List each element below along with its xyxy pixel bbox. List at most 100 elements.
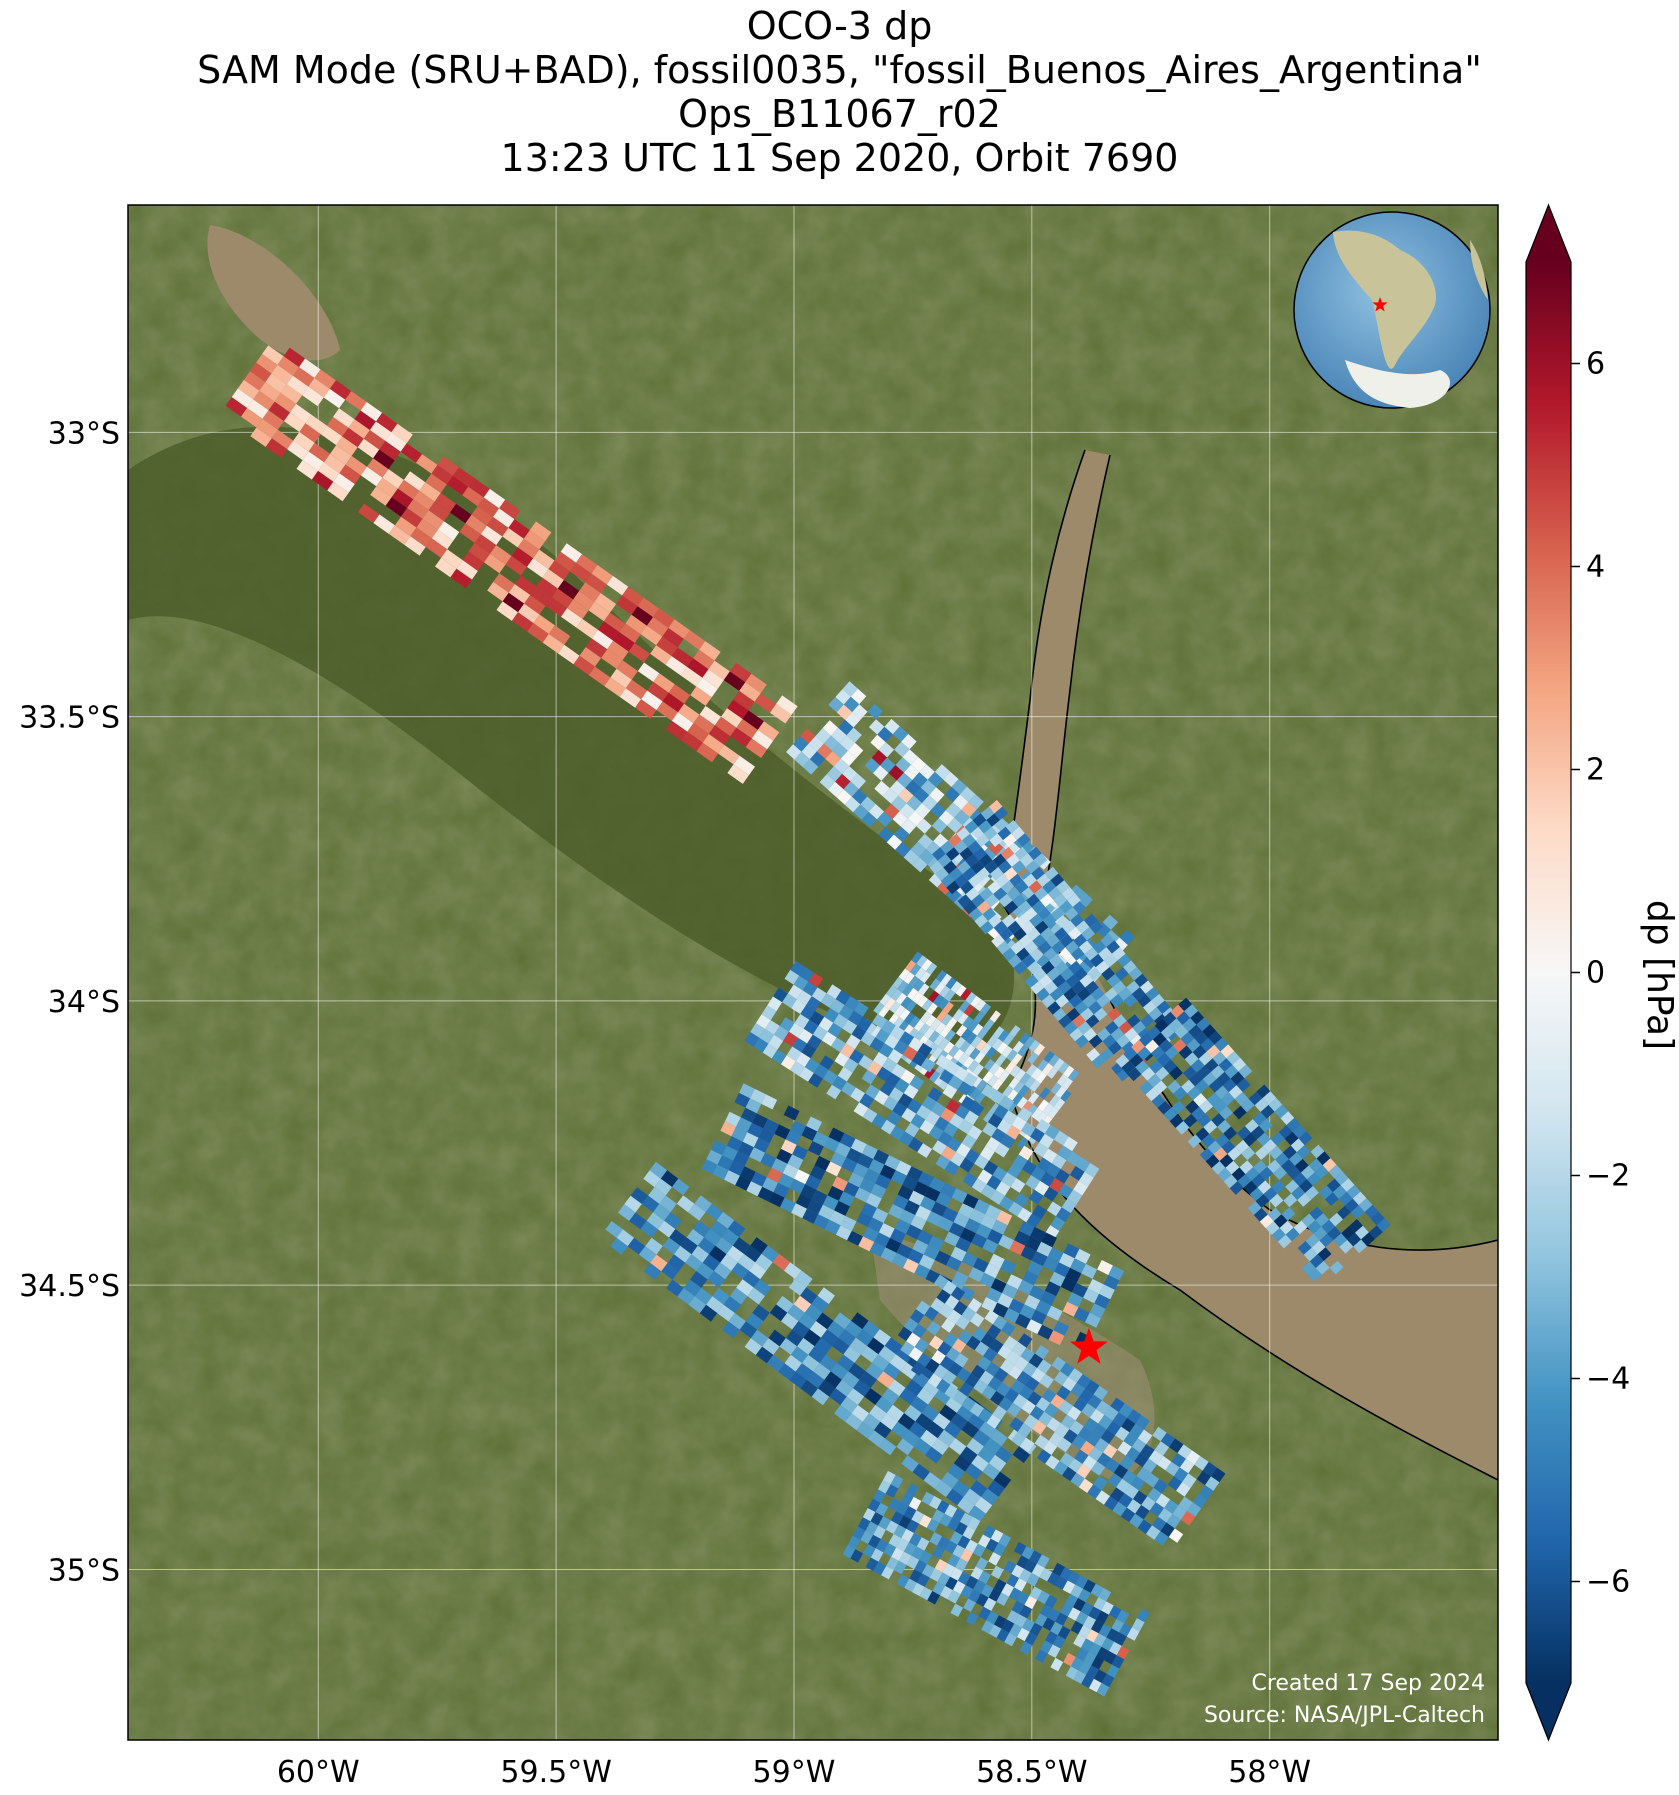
sounding-cell [425,538,448,558]
sounding-cell [988,914,1002,928]
sounding-cell [942,1084,958,1099]
sounding-cell [1027,961,1041,975]
sounding-cell [1334,1171,1349,1186]
sounding-cell [302,451,324,471]
sounding-cell [1134,973,1148,988]
sounding-cell [1022,1362,1038,1377]
sounding-cell [619,688,642,708]
sounding-cell [899,1387,917,1405]
sounding-cell [1353,1239,1368,1254]
sounding-cell [732,1237,751,1254]
sounding-cell [1250,1125,1265,1140]
sounding-cell [1147,1487,1162,1503]
sounding-cell [416,518,438,539]
sounding-cell [1093,1475,1108,1491]
sounding-cell [780,1139,797,1155]
sounding-cell [896,1538,909,1552]
sounding-cell [1063,987,1077,1002]
sounding-cell [985,894,999,908]
sounding-cell [1053,1058,1065,1071]
sounding-cell [1058,1252,1075,1268]
sounding-cell [662,692,685,713]
sounding-cell [1180,1511,1196,1526]
sounding-cell [265,373,287,393]
sounding-cell [382,469,404,489]
sounding-cell [1035,1397,1051,1412]
lon-tick-label: 59°W [753,1755,836,1790]
sounding-cell [869,1404,887,1422]
sounding-cell [1152,1032,1167,1047]
sounding-cell [726,1245,744,1263]
sounding-cell [1190,1011,1205,1025]
sounding-cell [842,681,858,697]
colorbar-tick-label: 2 [1586,753,1605,788]
sounding-cell [1232,1105,1247,1120]
title-line-3: Ops_B11067_r02 [678,92,1001,136]
sounding-cell [1006,1610,1020,1624]
sounding-cell [829,999,845,1014]
sounding-cell [751,1171,767,1187]
sounding-cell [681,731,703,752]
sounding-cell [1176,1482,1191,1497]
sounding-cell [292,367,315,387]
sounding-cell [918,983,930,996]
sounding-cell [983,1525,996,1539]
sounding-cell [1127,1067,1142,1082]
sounding-cell [723,671,746,691]
sounding-cell [799,966,815,982]
sounding-cell [1131,1039,1145,1054]
sounding-cell [945,847,960,861]
sounding-cell [995,873,1010,888]
sounding-cell [561,608,583,628]
sounding-cell [1086,1629,1099,1643]
sounding-cell [790,1346,809,1364]
colorbar-extend-top [1526,205,1571,262]
sounding-cell [829,1210,846,1226]
sounding-cell [1194,1456,1209,1471]
sounding-cell [937,1429,956,1447]
sounding-cell [1109,1641,1122,1656]
sounding-cell [926,1421,944,1439]
sounding-cell [999,1195,1014,1211]
sounding-cell [907,987,919,1001]
sounding-cell [839,1133,856,1148]
sounding-cell [1000,846,1015,861]
sounding-cell [807,1034,822,1050]
sounding-cell [1045,1455,1060,1470]
sounding-cell [1149,1060,1163,1074]
sounding-cell [1118,987,1132,1001]
sounding-cell [838,1191,855,1207]
sounding-cell [868,719,885,735]
sounding-cell [909,1015,921,1028]
sounding-cell [946,1017,958,1030]
sounding-cell [944,1029,956,1042]
sounding-cell [987,1074,999,1087]
sounding-cell [983,1058,996,1071]
sounding-cell [604,677,626,697]
sounding-cell [1009,1025,1021,1038]
sounding-cell [982,1071,994,1084]
sounding-cell [928,990,940,1003]
sounding-cell [883,1470,896,1485]
sounding-cell [499,499,521,520]
sounding-cell [802,981,818,997]
sounding-cell [956,1404,975,1422]
sounding-cell [1013,1081,1025,1094]
sounding-cell [926,962,938,975]
sounding-cell [910,1396,928,1414]
sounding-cell [816,1312,834,1330]
swath-7 [605,1161,1037,1523]
sounding-cell [1030,1067,1043,1080]
sounding-cell [818,1204,835,1220]
sounding-cell [998,1533,1012,1547]
sounding-cell [1137,1519,1152,1534]
sounding-cell [1019,1641,1033,1655]
sounding-cell [983,1018,995,1031]
sounding-cell [1036,987,1050,1002]
sounding-cell [1202,1024,1217,1039]
sounding-cell [873,1052,888,1067]
sounding-cell [925,1446,943,1464]
sounding-cell [1041,1388,1057,1403]
globe-south-america [1333,230,1436,369]
sounding-cell [853,1379,871,1397]
